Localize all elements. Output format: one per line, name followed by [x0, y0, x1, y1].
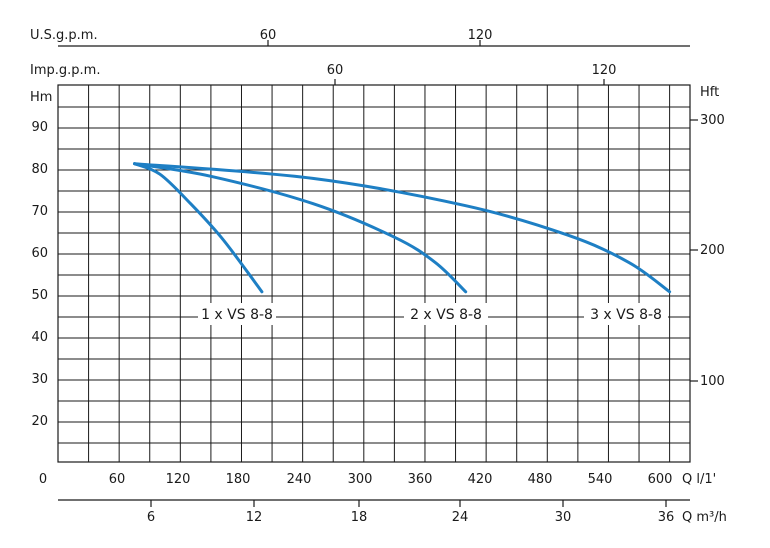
head-m-tick-70: 70 — [31, 204, 48, 219]
imp-gpm-label: Imp.g.p.m. — [30, 63, 100, 78]
flow-m3h-tick-6: 6 — [147, 510, 155, 525]
pump-curve-3x — [133, 162, 672, 294]
flow-lpm-tick-60: 60 — [109, 472, 126, 487]
series-label-3x: 3 x VS 8-8 — [590, 307, 662, 323]
flow-lpm-tick-300: 300 — [348, 472, 373, 487]
series-label-bg — [584, 303, 668, 325]
flow-lpm-tick-600: 600 — [648, 472, 673, 487]
head-ft-tick-300: 300 — [700, 113, 725, 128]
series-labels: 1 x VS 8-8 2 x VS 8-8 3 x VS 8-8 — [198, 303, 668, 325]
imp-gpm-tick-120: 120 — [592, 63, 617, 78]
head-m-tick-60: 60 — [31, 246, 48, 261]
flow-lpm-tick-240: 240 — [287, 472, 312, 487]
head-m-tick-50: 50 — [31, 288, 48, 303]
flow-lpm-tick-120: 120 — [166, 472, 191, 487]
series-label-2x: 2 x VS 8-8 — [410, 307, 482, 323]
us-gpm-tick-60: 60 — [260, 28, 277, 43]
series-label-bg — [198, 303, 276, 325]
grid — [57, 84, 691, 463]
pump-curve-1x — [133, 162, 264, 294]
flow-lpm-axis: 0 60 120 180 240 300 360 420 480 540 600… — [39, 472, 716, 487]
series-label-bg — [404, 303, 488, 325]
flow-lpm-label: Q l/1' — [682, 472, 716, 487]
flow-m3h-tick-30: 30 — [555, 510, 572, 525]
head-ft-tick-100: 100 — [700, 374, 725, 389]
head-m-tick-80: 80 — [31, 162, 48, 177]
us-gpm-label: U.S.g.p.m. — [30, 28, 98, 43]
flow-m3h-tick-18: 18 — [351, 510, 368, 525]
head-ft-axis: Hft 100 200 300 — [690, 85, 725, 389]
series-label-1x: 1 x VS 8-8 — [201, 307, 273, 323]
head-m-tick-30: 30 — [31, 372, 48, 387]
flow-lpm-tick-180: 180 — [226, 472, 251, 487]
imp-gpm-tick-60: 60 — [327, 63, 344, 78]
head-ft-label: Hft — [700, 85, 719, 100]
flow-m3h-tick-36: 36 — [658, 510, 675, 525]
flow-m3h-label: Q m³/h — [682, 510, 727, 525]
head-ft-tick-200: 200 — [700, 243, 725, 258]
flow-lpm-tick-420: 420 — [468, 472, 493, 487]
flow-m3h-axis: 6 12 18 24 30 36 Q m³/h — [58, 499, 727, 525]
head-m-label: Hm — [30, 90, 52, 105]
head-m-tick-90: 90 — [31, 120, 48, 135]
us-gpm-scale: U.S.g.p.m. 60 120 — [30, 28, 690, 47]
flow-m3h-tick-12: 12 — [246, 510, 263, 525]
us-gpm-tick-120: 120 — [468, 28, 493, 43]
pump-curves — [133, 162, 672, 294]
head-m-tick-40: 40 — [31, 330, 48, 345]
plot-frame — [57, 84, 691, 463]
flow-lpm-tick-540: 540 — [588, 472, 613, 487]
pump-curve-2x — [133, 162, 468, 294]
flow-lpm-tick-480: 480 — [528, 472, 553, 487]
flow-lpm-tick-0: 0 — [39, 472, 47, 487]
head-m-axis: Hm 20 30 40 50 60 70 80 90 — [30, 90, 52, 429]
flow-m3h-tick-24: 24 — [452, 510, 469, 525]
flow-lpm-tick-360: 360 — [408, 472, 433, 487]
head-m-tick-20: 20 — [31, 414, 48, 429]
imp-gpm-scale: Imp.g.p.m. 60 120 — [30, 63, 616, 85]
